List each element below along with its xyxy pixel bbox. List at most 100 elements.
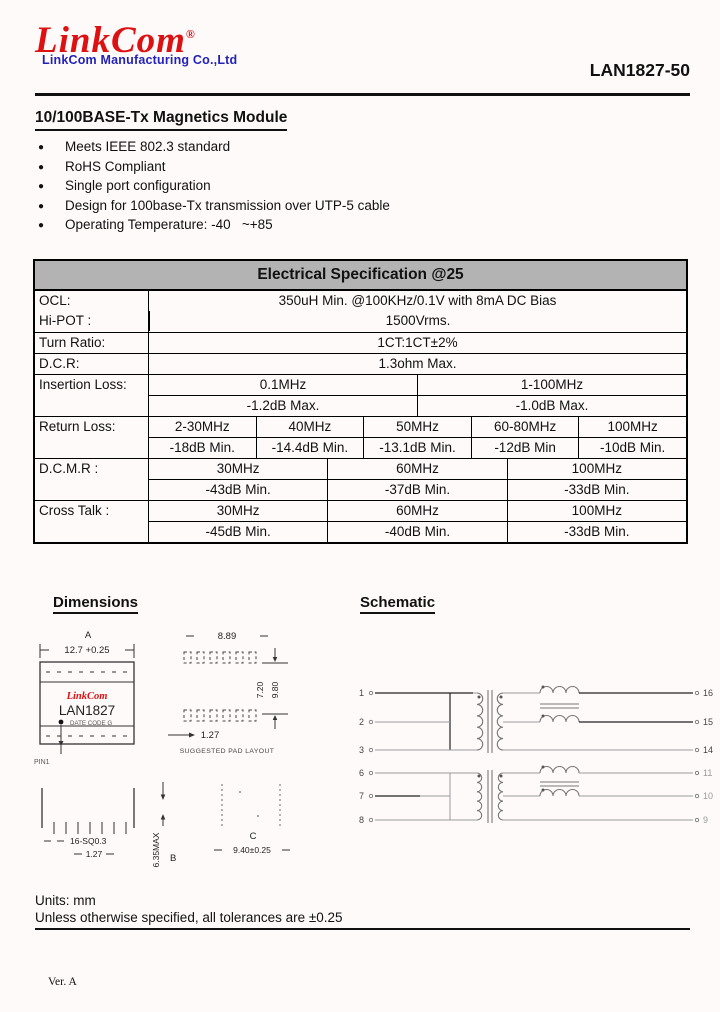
- row-label: D.C.M.R :: [39, 461, 99, 476]
- pin-label: 16: [703, 688, 713, 698]
- row-label: Turn Ratio:: [39, 335, 106, 350]
- datecode-text: DATE CODE G: [70, 720, 112, 727]
- feature-text: Operating Temperature: -40 ~+85: [65, 217, 273, 232]
- feature-item: ● RoHS Compliant: [38, 159, 390, 179]
- units-note: Units: mm: [35, 893, 96, 908]
- row-value: 1500Vrms.: [149, 311, 686, 331]
- pin-label: 14: [703, 745, 713, 755]
- dimensions-heading: Dimensions: [53, 594, 139, 614]
- pin-label: 15: [703, 717, 713, 727]
- height-max-label: 6.35MAX: [151, 832, 161, 867]
- table-row: Turn Ratio: 1CT:1CT±2%: [35, 332, 686, 353]
- value-cell: -40dB Min.: [327, 522, 506, 542]
- depth-label: 9.40±0.25: [233, 845, 271, 855]
- value-cell: -43dB Min.: [205, 482, 271, 497]
- pad-h1-label: 7.20: [255, 681, 265, 698]
- pin-size-label: 16-SQ0.3: [70, 836, 107, 846]
- freq-cell: 1-100MHz: [417, 375, 686, 395]
- pin-label: 1: [359, 688, 364, 698]
- feature-item: ● Single port configuration: [38, 178, 390, 198]
- dim-a-label: A: [85, 630, 92, 641]
- row-value: 1CT:1CT±2%: [377, 335, 458, 350]
- row-label: Hi-POT :: [39, 313, 92, 328]
- feature-text: RoHS Compliant: [65, 158, 166, 174]
- freq-cell: 40MHz: [255, 417, 364, 437]
- feature-item: ● Design for 100base-Tx transmission over…: [38, 198, 390, 218]
- row-label: Cross Talk :: [39, 503, 110, 518]
- freq-cell: 30MHz: [216, 503, 260, 518]
- pin-label: 11: [703, 768, 712, 778]
- side-view: 16-SQ0.3 1.27 6.35MAX B C 9.40±0.25: [41, 782, 290, 867]
- schematic-channel-bottom: 6 7 8 11 10 9: [359, 765, 713, 825]
- table-title: Electrical Specification @25: [35, 261, 686, 291]
- row-label: Insertion Loss:: [39, 377, 127, 392]
- freq-cell: 30MHz: [216, 461, 260, 476]
- table-row: Return Loss: 2-30MHz 40MHz 50MHz 60-80MH…: [35, 416, 686, 458]
- pin-label: 9: [703, 815, 708, 825]
- value-cell: -12dB Min: [470, 438, 579, 458]
- schematic-channel-top: 1 2 3 16 15 14: [359, 685, 713, 755]
- freq-cell: 0.1MHz: [259, 377, 307, 392]
- dim-width-label: 12.7 +0.25: [64, 645, 109, 656]
- pin-label: 2: [359, 717, 364, 727]
- bullet-icon: ●: [38, 161, 45, 173]
- dimensions-drawing: A 12.7 +0.25 LinkCom LAN1827 DATE: [34, 630, 290, 867]
- value-cell: -1.0dB Max.: [417, 396, 686, 416]
- pin-pitch-label: 1.27: [86, 849, 103, 859]
- bullet-icon: ●: [38, 142, 45, 153]
- dim-b-label: B: [170, 853, 176, 864]
- pin-label: 6: [359, 768, 364, 778]
- package-top-view: A 12.7 +0.25 LinkCom LAN1827 DATE: [34, 630, 135, 766]
- logo-text: LinkCom: [35, 20, 186, 61]
- schematic-drawing: 1 2 3 16 15 14: [359, 685, 713, 825]
- row-label: D.C.R:: [39, 356, 80, 371]
- pad-h2-label: 9.80: [270, 681, 280, 698]
- table-row: D.C.R: 1.3ohm Max.: [35, 353, 686, 374]
- bullet-icon: ●: [38, 220, 45, 231]
- pad-caption: SUGGESTED PAD LAYOUT: [180, 748, 275, 755]
- value-cell: -33dB Min.: [506, 480, 686, 500]
- feature-item: ● Operating Temperature: -40 ~+85: [38, 217, 390, 237]
- row-value: 1.3ohm Max.: [378, 356, 457, 371]
- table-row: OCL: Hi-POT : 350uH Min. @100KHz/0.1V wi…: [35, 291, 686, 332]
- package-part-text: LAN1827: [59, 703, 115, 718]
- freq-cell: 100MHz: [506, 459, 686, 479]
- feature-text: Meets IEEE 802.3 standard: [65, 139, 231, 154]
- pad-marks: [183, 651, 257, 722]
- pin-label: 7: [359, 791, 364, 801]
- freq-cell: 60-80MHz: [470, 417, 579, 437]
- version-label: Ver. A: [48, 976, 77, 988]
- bullet-icon: ●: [38, 181, 45, 192]
- table-row: Cross Talk : 30MHz 60MHz 100MHz -45dB Mi…: [35, 500, 686, 542]
- pin1-arrow: [58, 741, 64, 746]
- freq-cell: 60MHz: [327, 459, 506, 479]
- registered-mark: ®: [185, 27, 196, 41]
- company-logo: LinkCom®: [35, 14, 196, 61]
- value-cell: -45dB Min.: [205, 524, 271, 539]
- row-value: 350uH Min. @100KHz/0.1V with 8mA DC Bias: [278, 293, 557, 308]
- freq-cell: 50MHz: [363, 417, 471, 437]
- pin-label: 10: [703, 791, 713, 801]
- page-title: 10/100BASE-Tx Magnetics Module: [35, 109, 288, 131]
- package-logo-text: LinkCom: [66, 691, 108, 702]
- value-cell: -37dB Min.: [327, 480, 506, 500]
- bullet-icon: ●: [38, 200, 45, 212]
- value-cell: -13.1dB Min.: [363, 438, 471, 458]
- schematic-heading: Schematic: [360, 594, 436, 614]
- row-label: OCL:: [39, 293, 71, 308]
- pin1-dot: [58, 719, 64, 725]
- electrical-spec-table: Electrical Specification @25 OCL: Hi-POT…: [33, 259, 688, 544]
- logo-subtitle: LinkCom Manufacturing Co.,Ltd: [42, 53, 238, 67]
- feature-item: ● Meets IEEE 802.3 standard: [38, 139, 390, 159]
- value-cell: -33dB Min.: [506, 522, 686, 542]
- pin-label: 8: [359, 815, 364, 825]
- part-number: LAN1827-50: [589, 60, 690, 80]
- feature-text: Single port configuration: [65, 178, 211, 193]
- freq-cell: 2-30MHz: [174, 419, 230, 434]
- footer-divider: [35, 928, 690, 930]
- value-cell: -1.2dB Max.: [246, 398, 320, 413]
- pad-width-label: 8.89: [218, 631, 237, 642]
- value-cell: -14.4dB Min.: [255, 438, 364, 458]
- table-row: D.C.M.R : 30MHz 60MHz 100MHz -43dB Min. …: [35, 458, 686, 500]
